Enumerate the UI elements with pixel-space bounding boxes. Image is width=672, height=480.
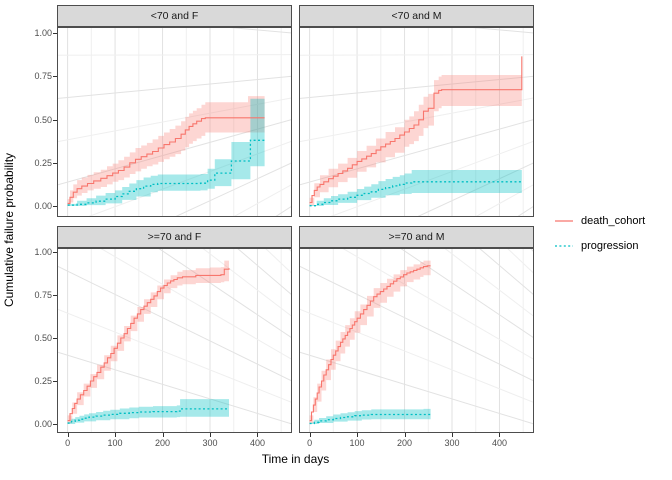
legend-key-solid-line-icon [555,219,573,222]
facet-panel--70-and-f [57,248,292,433]
legend-label: death_cohort [581,214,646,227]
y-tick-label: 1.00 [34,28,52,38]
facet-strip-label: <70 and F [150,10,199,22]
y-tick-mark [53,76,57,78]
y-tick-mark [53,424,57,425]
ci-ribbon-death_cohort [67,96,265,206]
y-tick-mark [53,33,57,34]
ci-ribbon-progression [309,408,431,424]
legend-item-progression: progression [552,233,670,258]
x-tick-mark [357,433,359,437]
x-tick-mark [210,433,211,437]
legend: death_cohort progression [552,208,670,258]
ci-ribbon-death_cohort [67,259,229,424]
y-tick-label: 0.25 [34,376,52,386]
x-tick-label: 300 [202,438,218,448]
y-tick-mark [53,162,57,164]
x-tick-mark [309,433,311,437]
x-tick-mark [67,433,69,437]
y-tick-label: 0.00 [34,201,52,211]
x-tick-mark [499,433,501,437]
x-axis-title: Time in days [261,452,330,466]
x-tick-label: 0 [65,438,71,448]
legend-key-dotted-line-icon [555,244,573,247]
facet-strip-label: <70 and M [391,10,442,22]
x-tick-mark [452,433,453,437]
legend-label: progression [581,239,639,252]
step-line-progression [67,139,265,206]
ci-ribbon-progression [309,170,522,206]
y-axis-title: Cumulative failure probability [2,152,16,308]
facet-panel--70-and-m [299,248,534,433]
ci-ribbon-death_cohort [309,75,522,206]
facet-panel--70-and-m [299,27,534,217]
y-tick-mark [53,381,57,382]
facet-strip-lt70-f: <70 and F [57,5,292,27]
y-tick-label: 0.25 [34,157,52,168]
x-tick-label: 200 [397,438,413,448]
facet-strip-ge70-m: >=70 and M [299,226,534,248]
y-tick-mark [53,252,57,253]
x-tick-label: 400 [249,438,265,448]
legend-item-death-cohort: death_cohort [552,208,670,233]
y-tick-label: 0.75 [34,290,52,300]
facet-panel--70-and-f [57,27,292,217]
y-tick-mark [53,295,57,296]
step-line-death_cohort [67,268,230,422]
facet-strip-lt70-m: <70 and M [299,5,534,27]
x-tick-mark [404,433,406,437]
step-line-progression [67,408,229,424]
y-tick-label: 0.50 [34,333,52,343]
y-tick-label: 1.00 [34,247,52,257]
y-tick-label: 0.00 [34,419,52,429]
y-tick-label: 0.50 [34,114,52,125]
step-line-progression [309,181,522,207]
x-tick-label: 300 [444,438,460,448]
facet-strip-ge70-f: >=70 and F [57,226,292,248]
step-line-death_cohort [67,117,265,204]
facet-strip-label: >=70 and M [388,231,445,243]
x-tick-mark [162,433,164,437]
x-tick-label: 100 [349,438,365,448]
y-tick-label: 0.75 [34,71,52,82]
step-line-death_cohort [309,265,431,422]
x-tick-mark [115,433,117,437]
y-tick-mark [53,119,57,121]
x-tick-label: 100 [107,438,123,448]
ci-ribbon-progression [67,399,229,424]
y-tick-mark [53,338,57,339]
x-tick-label: 200 [155,438,171,448]
x-tick-mark [257,433,259,437]
x-tick-label: 400 [491,438,507,448]
facet-strip-label: >=70 and F [147,231,202,243]
step-line-death_cohort [309,56,523,204]
ci-ribbon-death_cohort [309,259,431,424]
x-tick-label: 0 [307,438,313,448]
y-tick-mark [53,206,57,207]
